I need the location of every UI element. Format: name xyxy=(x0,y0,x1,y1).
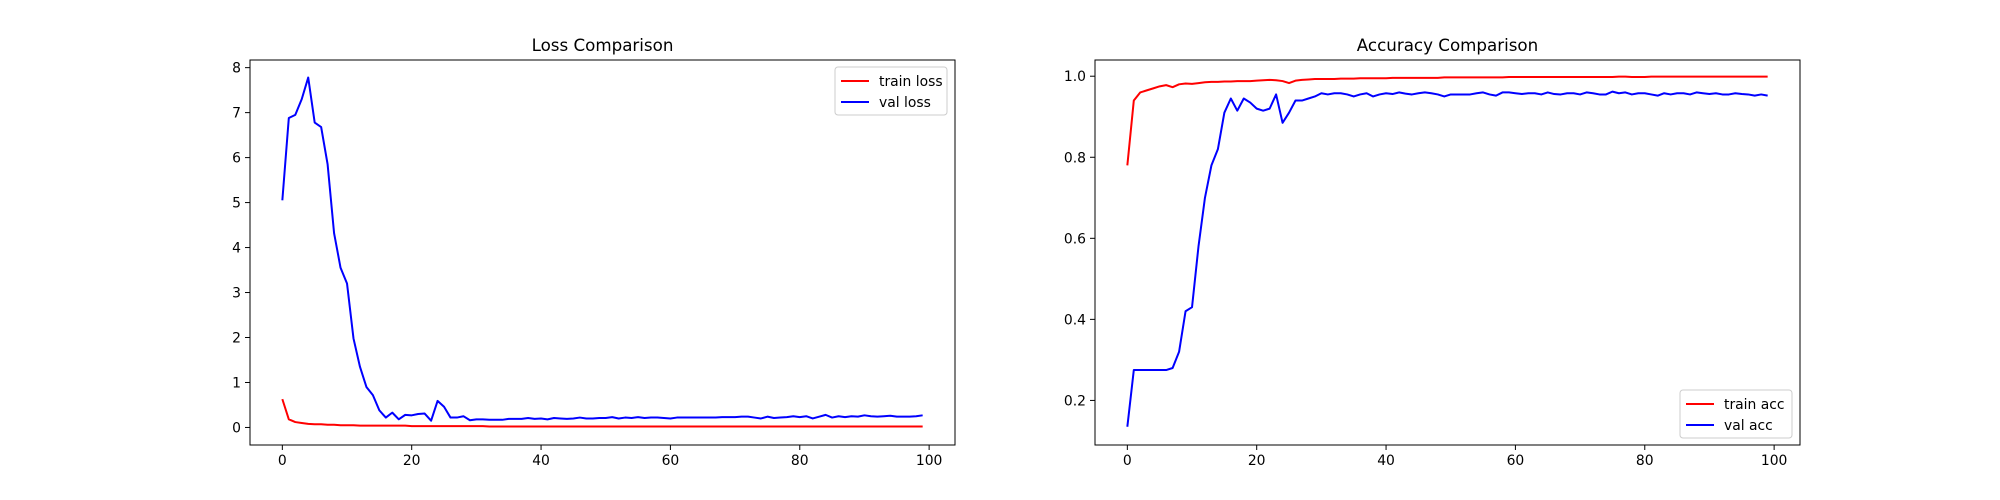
y-tick-label: 0.8 xyxy=(1064,150,1086,166)
legend-label-val-acc: val acc xyxy=(1724,418,1773,434)
x-tick-label: 0 xyxy=(1123,453,1132,469)
accuracy-chart: Accuracy Comparison 0 20 40 60 80 100 0.2 0.4 0.… xyxy=(1064,35,1801,469)
series-line-train-acc xyxy=(1126,75,1768,166)
x-tick-label: 60 xyxy=(662,453,680,469)
legend-label-val-loss: val loss xyxy=(879,95,931,111)
y-tick-label: 4 xyxy=(232,241,241,257)
y-tick-label: 3 xyxy=(232,286,241,302)
y-tick-label: 5 xyxy=(232,196,241,212)
loss-chart-frame xyxy=(249,59,956,446)
y-tick-label: 0.4 xyxy=(1064,312,1086,328)
x-tick-label: 60 xyxy=(1507,453,1525,469)
y-tick-label: 2 xyxy=(232,331,241,347)
accuracy-chart-lines xyxy=(1126,75,1768,427)
y-tick-label: 0.2 xyxy=(1064,393,1086,409)
series-line-val-loss xyxy=(281,76,923,422)
series-line-val-acc xyxy=(1126,90,1768,427)
x-tick-label: 20 xyxy=(403,453,421,469)
x-tick-label: 0 xyxy=(278,453,287,469)
accuracy-chart-title: Accuracy Comparison xyxy=(1357,35,1538,55)
legend-label-train-acc: train acc xyxy=(1724,397,1785,413)
y-tick-label: 6 xyxy=(232,151,241,167)
y-tick-label: 0 xyxy=(232,420,241,436)
accuracy-chart-ticks: 0 20 40 60 80 100 0.2 0.4 0.6 0.8 1.0 xyxy=(1064,69,1787,469)
x-tick-label: 40 xyxy=(1377,453,1395,469)
loss-chart-title: Loss Comparison xyxy=(532,35,674,55)
y-tick-label: 0.6 xyxy=(1064,231,1086,247)
accuracy-chart-frame xyxy=(1094,59,1801,446)
y-tick-label: 1.0 xyxy=(1064,69,1086,85)
x-tick-label: 20 xyxy=(1248,453,1266,469)
x-tick-label: 100 xyxy=(1761,453,1788,469)
legend-label-train-loss: train loss xyxy=(879,74,943,90)
x-tick-label: 80 xyxy=(791,453,809,469)
loss-chart-lines xyxy=(281,76,923,428)
x-tick-label: 40 xyxy=(532,453,550,469)
x-tick-label: 100 xyxy=(916,453,943,469)
y-tick-label: 7 xyxy=(232,106,241,122)
x-tick-label: 80 xyxy=(1636,453,1654,469)
series-line-train-loss xyxy=(281,398,923,428)
loss-chart-legend: train loss val loss xyxy=(834,66,948,116)
accuracy-chart-legend: train acc val acc xyxy=(1679,389,1793,439)
loss-chart-ticks: 0 20 40 60 80 100 0 1 2 3 4 5 6 7 8 xyxy=(232,61,942,469)
loss-chart: Loss Comparison 0 20 40 60 80 100 0 1 2 3 4 5 6 7 8 tr… xyxy=(232,35,956,469)
y-tick-label: 1 xyxy=(232,375,241,391)
y-tick-label: 8 xyxy=(232,61,241,77)
